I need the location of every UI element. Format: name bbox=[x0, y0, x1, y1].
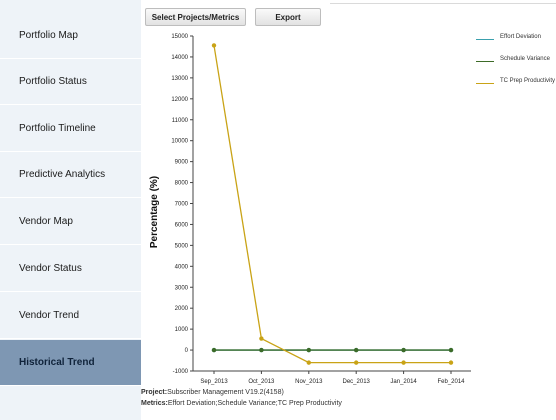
metrics-value: Effort Deviation;Schedule Variance;TC Pr… bbox=[167, 400, 342, 407]
sidebar-item-label: Predictive Analytics bbox=[19, 169, 106, 180]
y-tick-label: 14000 bbox=[171, 55, 188, 61]
legend-label: Effort Deviation bbox=[500, 34, 541, 40]
sidebar-item-label: Vendor Trend bbox=[19, 310, 80, 321]
x-axis-ticks: Sep_2013 Oct_2013 Nov_2013 Dec_2013 Jan_2014… bbox=[200, 371, 465, 385]
sidebar-nav: Portfolio Map Portfolio Status Portfolio… bbox=[0, 0, 141, 420]
data-point[interactable] bbox=[306, 347, 311, 353]
y-tick-label: 10000 bbox=[171, 139, 188, 145]
y-tick-label: 15000 bbox=[171, 34, 188, 40]
y-tick-label: 2000 bbox=[175, 306, 189, 312]
data-point[interactable] bbox=[448, 360, 454, 365]
y-tick-label: 8000 bbox=[175, 181, 189, 187]
x-tick-label: Jan_2014 bbox=[390, 379, 417, 385]
y-tick-label: 9000 bbox=[175, 160, 189, 166]
y-tick-label: 4000 bbox=[175, 264, 189, 270]
x-tick-label: Nov_2013 bbox=[295, 379, 323, 385]
y-tick-label: 6000 bbox=[175, 222, 189, 228]
sidebar-item-vendor-trend[interactable]: Vendor Trend bbox=[0, 293, 141, 339]
legend-item-tc-prep-productivity[interactable]: TC Prep Productivity bbox=[476, 78, 556, 100]
y-tick-label: 5000 bbox=[175, 243, 189, 249]
footer-project: Project:Subscriber Management V19.2(4158… bbox=[141, 389, 284, 396]
y-tick-label: 7000 bbox=[175, 202, 189, 208]
sidebar-item-portfolio-status[interactable]: Portfolio Status bbox=[0, 59, 141, 105]
historical-trend-chart: -1000 0 1000 2000 3000 4000 5000 6000 7000 8000 90… bbox=[149, 34, 471, 385]
sidebar-item-portfolio-map[interactable]: Portfolio Map bbox=[0, 13, 141, 59]
sidebar-item-vendor-map[interactable]: Vendor Map bbox=[0, 199, 141, 245]
y-tick-label: 1000 bbox=[175, 327, 189, 333]
legend-item-schedule-variance[interactable]: Schedule Variance bbox=[476, 56, 556, 78]
x-tick-label: Oct_2013 bbox=[248, 379, 275, 385]
data-point[interactable] bbox=[448, 347, 454, 353]
sidebar-item-label: Vendor Status bbox=[19, 263, 82, 274]
sidebar-item-label: Vendor Map bbox=[19, 216, 73, 227]
data-point[interactable] bbox=[259, 336, 264, 341]
project-value: Subscriber Management V19.2(4158) bbox=[167, 389, 284, 396]
y-tick-label: 12000 bbox=[171, 97, 188, 103]
y-tick-label: 0 bbox=[185, 348, 189, 354]
y-axis-ticks: -1000 0 1000 2000 3000 4000 5000 6000 7000 8000 90… bbox=[171, 34, 193, 375]
data-point[interactable] bbox=[401, 347, 406, 353]
y-axis-label: Percentage (%) bbox=[149, 176, 160, 248]
series-group bbox=[211, 43, 454, 365]
sidebar-item-label: Portfolio Timeline bbox=[19, 123, 96, 134]
data-point[interactable] bbox=[401, 360, 406, 365]
data-point[interactable] bbox=[306, 360, 311, 365]
legend-item-effort-deviation[interactable]: Effort Deviation bbox=[476, 34, 556, 56]
y-tick-label: -1000 bbox=[173, 369, 189, 375]
select-projects-metrics-button[interactable]: Select Projects/Metrics bbox=[145, 8, 246, 26]
chart-legend: Effort Deviation Schedule Variance TC Pr… bbox=[476, 34, 556, 100]
y-tick-label: 13000 bbox=[171, 76, 188, 82]
sidebar-item-portfolio-timeline[interactable]: Portfolio Timeline bbox=[0, 106, 141, 152]
project-label: Project: bbox=[141, 389, 168, 396]
metrics-label: Metrics: bbox=[141, 400, 168, 407]
sidebar-item-label: Historical Trend bbox=[19, 357, 95, 368]
data-point[interactable] bbox=[354, 360, 359, 365]
data-point[interactable] bbox=[211, 347, 217, 353]
sidebar-item-predictive-analytics[interactable]: Predictive Analytics bbox=[0, 152, 141, 198]
footer-metrics: Metrics:Effort Deviation;Schedule Varian… bbox=[141, 400, 342, 407]
legend-label: Schedule Variance bbox=[500, 56, 550, 62]
sidebar-item-historical-trend[interactable]: Historical Trend bbox=[0, 340, 141, 386]
y-tick-label: 11000 bbox=[172, 118, 189, 124]
legend-label: TC Prep Productivity bbox=[500, 78, 556, 84]
data-point[interactable] bbox=[211, 43, 217, 48]
y-tick-label: 3000 bbox=[175, 285, 189, 291]
sidebar-item-label: Portfolio Map bbox=[19, 30, 78, 41]
x-tick-label: Sep_2013 bbox=[200, 379, 228, 385]
header-divider bbox=[330, 3, 556, 4]
series-line-2 bbox=[213, 45, 451, 364]
export-button[interactable]: Export bbox=[255, 8, 321, 26]
x-tick-label: Dec_2013 bbox=[343, 379, 371, 385]
legend-swatch bbox=[476, 61, 494, 62]
sidebar-item-vendor-status[interactable]: Vendor Status bbox=[0, 246, 141, 292]
x-tick-label: Feb_2014 bbox=[437, 379, 465, 385]
sidebar-item-label: Portfolio Status bbox=[19, 76, 87, 87]
legend-swatch bbox=[476, 39, 494, 40]
data-point[interactable] bbox=[354, 347, 359, 353]
legend-swatch bbox=[476, 83, 494, 84]
data-point[interactable] bbox=[259, 347, 264, 353]
